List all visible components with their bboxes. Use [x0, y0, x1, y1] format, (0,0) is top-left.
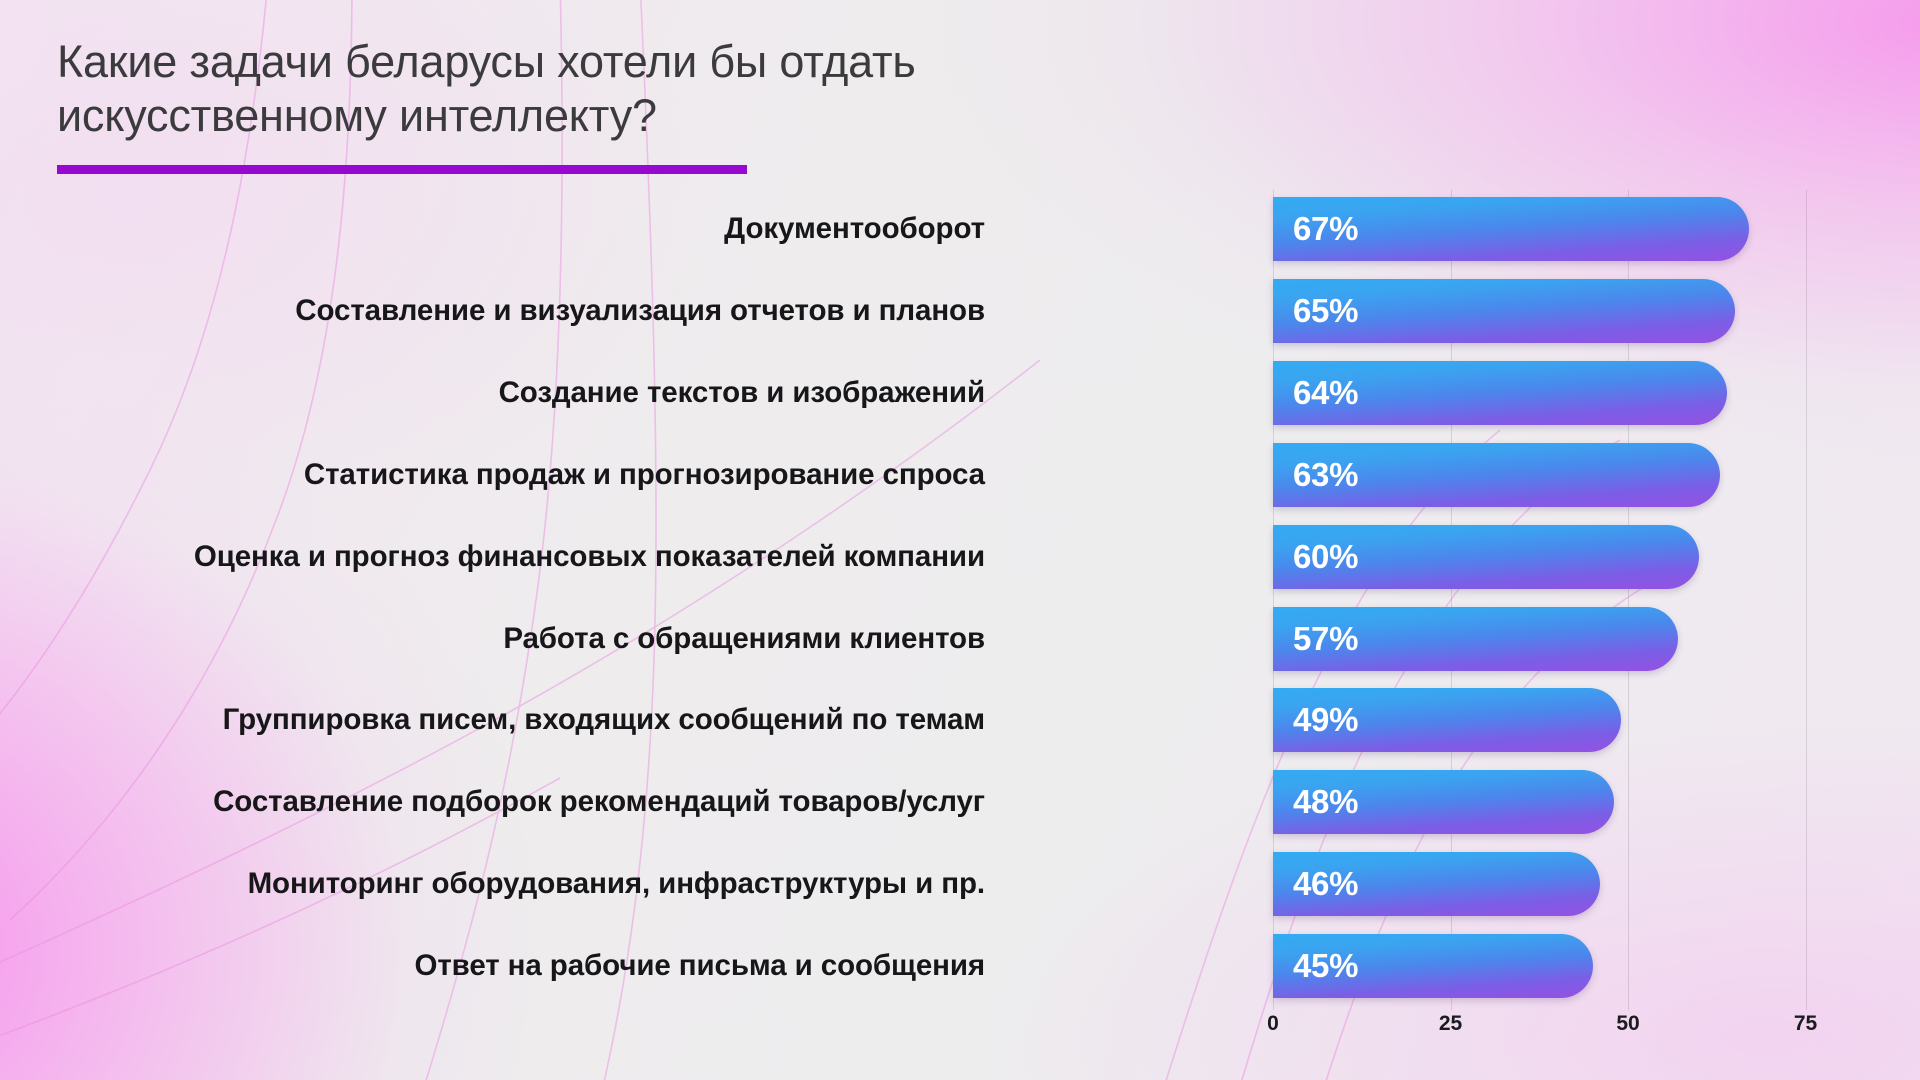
bar[interactable]: 46% — [1273, 852, 1600, 917]
bar-row[interactable]: Мониторинг оборудования, инфраструктуры … — [0, 852, 1920, 917]
bar[interactable]: 60% — [1273, 524, 1699, 589]
bar[interactable]: 45% — [1273, 934, 1593, 999]
x-axis-tick-label: 25 — [1438, 1012, 1463, 1035]
bar-row[interactable]: Работа с обращениями клиентов 57% — [0, 606, 1920, 671]
x-axis: 0 25 50 75 — [0, 1012, 1920, 1052]
bar-category-label: Мониторинг оборудования, инфраструктуры … — [247, 867, 986, 901]
gridline-75 — [1805, 190, 1807, 1010]
bar[interactable]: 67% — [1273, 197, 1749, 261]
bar-row[interactable]: Ответ на рабочие письма и сообщения 45% — [0, 934, 1920, 999]
bar[interactable]: 65% — [1273, 278, 1735, 343]
bar-value-label: 65% — [1293, 291, 1359, 329]
bar[interactable]: 64% — [1273, 360, 1728, 425]
bar-row[interactable]: Оценка и прогноз финансовых показателей … — [0, 524, 1920, 589]
x-axis-tick-label: 0 — [1267, 1012, 1279, 1035]
bar-category-label: Оценка и прогноз финансовых показателей … — [193, 539, 985, 573]
x-axis-tick-label: 50 — [1616, 1012, 1640, 1035]
bar-category-label: Составление и визуализация отчетов и пла… — [295, 293, 985, 327]
bar[interactable]: 63% — [1273, 442, 1721, 507]
bar-row[interactable]: Составление и визуализация отчетов и пла… — [0, 278, 1920, 343]
bar-row[interactable]: Создание текстов и изображений 64% — [0, 360, 1920, 425]
bar-value-label: 57% — [1293, 619, 1359, 657]
bar-row[interactable]: Группировка писем, входящих сообщений по… — [0, 688, 1920, 753]
bar-category-label: Составление подборок рекомендаций товаро… — [213, 785, 985, 819]
bar-row[interactable]: Составление подборок рекомендаций товаро… — [0, 770, 1920, 835]
bar-category-label: Ответ на рабочие письма и сообщения — [414, 949, 985, 983]
bar-category-label: Работа с обращениями клиентов — [503, 621, 985, 655]
page-title-line-2: искусственному интеллекту? — [57, 90, 657, 141]
page-title: Какие задачи беларусы хотели бы отдать и… — [57, 35, 1057, 174]
bar[interactable]: 57% — [1273, 606, 1678, 671]
gridline-50 — [1628, 190, 1629, 1010]
bar-value-label: 64% — [1293, 373, 1359, 411]
gridline-25 — [1450, 190, 1452, 1010]
x-axis-tick-label: 75 — [1793, 1012, 1818, 1035]
bar-value-label: 46% — [1293, 865, 1359, 903]
bar-value-label: 48% — [1293, 783, 1359, 821]
bar-value-label: 60% — [1293, 537, 1359, 575]
bar-value-label: 67% — [1293, 210, 1359, 247]
bar-value-label: 63% — [1293, 455, 1359, 493]
bar-value-label: 49% — [1293, 701, 1359, 739]
gridline-0 — [1273, 190, 1274, 1010]
bar-value-label: 45% — [1293, 947, 1359, 985]
bar-category-label: Документооборот — [724, 212, 985, 245]
bar-category-label: Группировка писем, входящих сообщений по… — [222, 703, 985, 737]
bar-category-label: Статистика продаж и прогнозирование спро… — [303, 457, 985, 491]
bar[interactable]: 49% — [1273, 688, 1621, 753]
page-title-line-1: Какие задачи беларусы хотели бы отдать — [57, 36, 916, 87]
bar[interactable]: 48% — [1273, 770, 1614, 835]
bar-row[interactable]: Документооборот 67% — [0, 197, 1920, 261]
bar-row[interactable]: Статистика продаж и прогнозирование спро… — [0, 442, 1920, 507]
bar-category-label: Создание текстов и изображений — [498, 375, 986, 409]
title-underline — [57, 165, 747, 174]
